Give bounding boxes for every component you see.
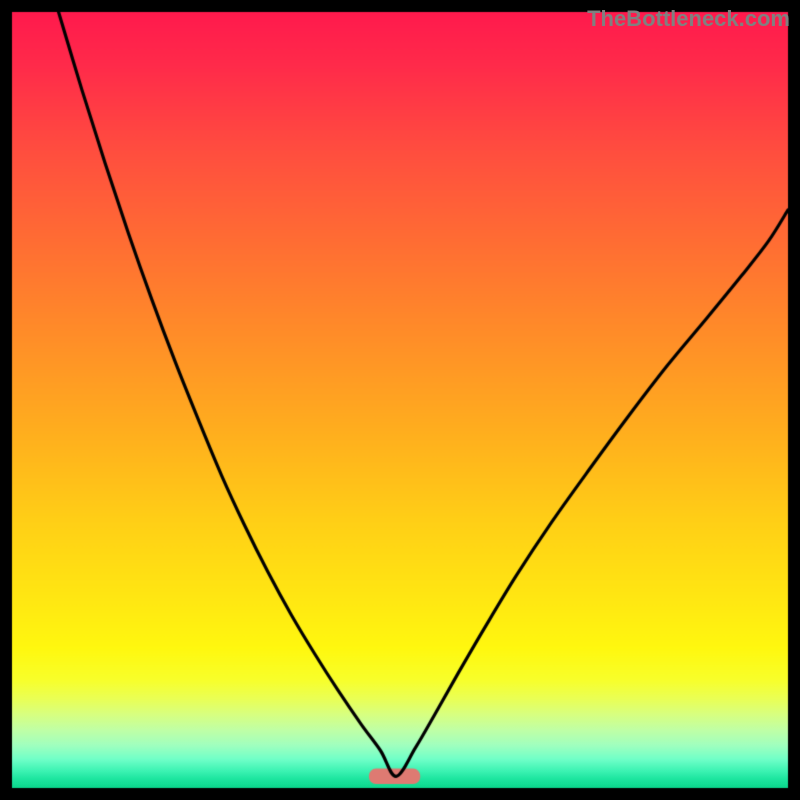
bottleneck-chart	[0, 0, 800, 800]
chart-container: { "meta": { "watermark_text": "TheBottle…	[0, 0, 800, 800]
